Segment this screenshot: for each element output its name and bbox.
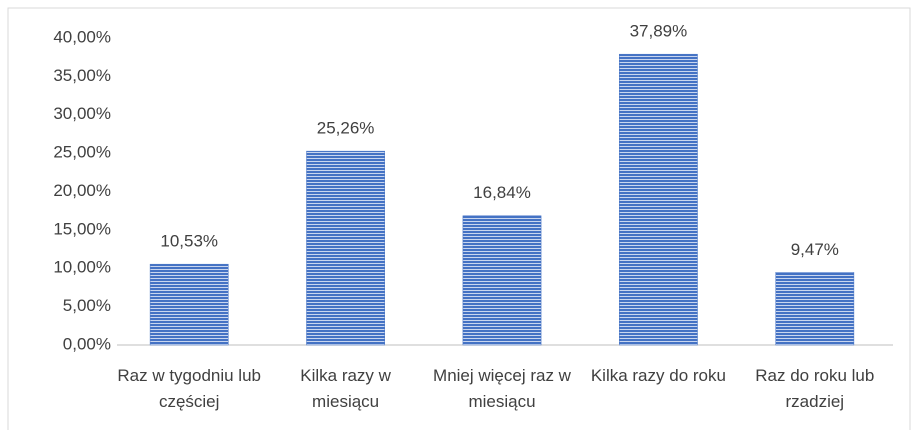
x-tick-label: Kilka razy w miesiącu	[300, 366, 391, 411]
y-tick-label: 10,00%	[53, 258, 111, 277]
x-tick-label: Kilka razy do roku	[590, 366, 726, 385]
y-tick-label: 25,00%	[53, 143, 111, 162]
x-tick-label: Mniej więcej raz w miesiącu	[433, 366, 571, 411]
data-label: 10,53%	[160, 232, 218, 251]
y-tick-label: 15,00%	[53, 219, 111, 238]
data-label: 16,84%	[473, 183, 531, 202]
bar	[775, 272, 855, 346]
y-tick-label: 20,00%	[53, 181, 111, 200]
chart-frame	[7, 7, 911, 430]
y-tick-label: 0,00%	[63, 334, 111, 353]
bar	[619, 53, 698, 346]
bar	[306, 150, 385, 346]
y-tick-label: 40,00%	[53, 27, 111, 46]
y-tick-label: 35,00%	[53, 66, 111, 85]
bar	[149, 263, 229, 346]
y-tick-label: 5,00%	[63, 296, 111, 315]
bar	[462, 215, 542, 346]
y-tick-label: 30,00%	[53, 104, 111, 123]
data-label: 25,26%	[317, 119, 375, 138]
data-label: 9,47%	[791, 240, 839, 259]
x-tick-label: Raz w tygodniu lub częściej	[117, 366, 261, 411]
data-label: 37,89%	[630, 22, 688, 41]
x-tick-label: Raz do roku lub rzadziej	[755, 366, 875, 411]
